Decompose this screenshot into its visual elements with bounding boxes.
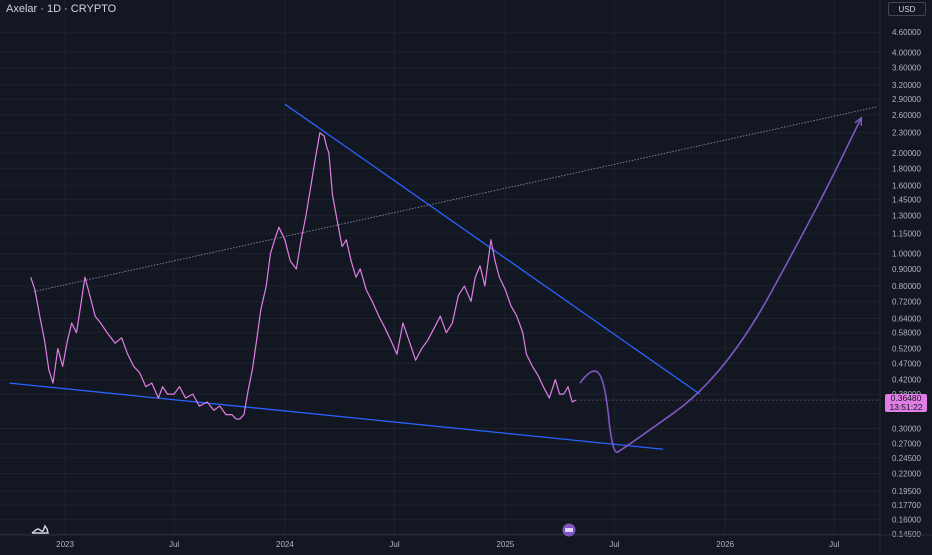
time-tick-label: Jul xyxy=(609,540,619,549)
last-price-value: 0.36480 xyxy=(890,393,922,403)
price-tick-label: 1.15000 xyxy=(892,229,921,238)
price-tick-label: 0.17700 xyxy=(892,501,921,510)
symbol-title[interactable]: Axelar · 1D · CRYPTO xyxy=(6,3,117,15)
dotted-trendline xyxy=(33,106,878,292)
currency-label[interactable]: USD xyxy=(888,2,926,16)
price-tick-label: 4.60000 xyxy=(892,28,921,37)
price-tick-label: 1.30000 xyxy=(892,212,921,221)
price-axis[interactable]: 4.60000 4.00000 3.60000 3.20000 2.90000 2.600… xyxy=(879,0,921,550)
tradingview-logo-icon[interactable] xyxy=(30,520,50,541)
time-tick-label: Jul xyxy=(829,540,839,549)
price-tick-label: 1.00000 xyxy=(892,250,921,259)
price-tick-label: 0.30000 xyxy=(892,424,921,433)
price-tick-label: 0.24500 xyxy=(892,454,921,463)
countdown-timer: 13:51:22 xyxy=(889,402,923,412)
price-tick-label: 0.64000 xyxy=(892,314,921,323)
price-tick-label: 1.60000 xyxy=(892,181,921,190)
price-line xyxy=(30,132,577,420)
price-tick-label: 0.16000 xyxy=(892,516,921,525)
price-tick-label: 0.52000 xyxy=(892,345,921,354)
price-tick-label: 3.20000 xyxy=(892,81,921,90)
price-series xyxy=(30,132,880,420)
price-tick-label: 2.00000 xyxy=(892,149,921,158)
time-tick-label: Jul xyxy=(389,540,399,549)
price-tick-label: 0.80000 xyxy=(892,282,921,291)
time-tick-label: 2023 xyxy=(56,540,74,549)
price-tick-label: 0.72000 xyxy=(892,297,921,306)
events-icon[interactable] xyxy=(561,523,577,542)
time-tick-label: Jul xyxy=(169,540,179,549)
time-axis[interactable]: 2023 Jul 2024 Jul 2025 Jul 2026 Jul xyxy=(0,534,932,549)
price-tick-label: 0.58000 xyxy=(892,329,921,338)
projection-curve xyxy=(579,117,863,453)
lower-trendline xyxy=(9,382,664,450)
price-tick-label: 2.90000 xyxy=(892,95,921,104)
price-tick-label: 0.19500 xyxy=(892,487,921,496)
time-tick-label: 2025 xyxy=(496,540,514,549)
grid xyxy=(0,0,880,535)
price-tick-label: 2.30000 xyxy=(892,129,921,138)
price-tick-label: 3.60000 xyxy=(892,64,921,73)
last-price-tag: 0.36480 13:51:22 xyxy=(885,394,927,412)
price-tick-label: 0.47000 xyxy=(892,359,921,368)
time-tick-label: 2026 xyxy=(716,540,734,549)
price-tick-label: 0.90000 xyxy=(892,265,921,274)
price-tick-label: 1.80000 xyxy=(892,164,921,173)
projection-arrow-head xyxy=(854,116,863,126)
price-tick-label: 0.27000 xyxy=(892,440,921,449)
price-tick-label: 4.00000 xyxy=(892,48,921,57)
price-tick-label: 1.45000 xyxy=(892,196,921,205)
price-tick-label: 2.60000 xyxy=(892,111,921,120)
drawings xyxy=(9,103,878,453)
price-tick-label: 0.42000 xyxy=(892,376,921,385)
time-tick-label: 2024 xyxy=(276,540,294,549)
price-tick-label: 0.22000 xyxy=(892,469,921,478)
